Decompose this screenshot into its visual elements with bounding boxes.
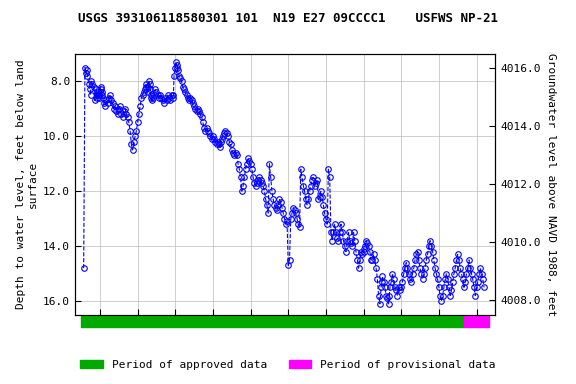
Text: USGS 393106118580301 101  N19 E27 09CCCC1    USFWS NP-21: USGS 393106118580301 101 N19 E27 09CCCC1… — [78, 12, 498, 25]
Y-axis label: Depth to water level, feet below land
surface: Depth to water level, feet below land su… — [16, 60, 37, 309]
Legend: Period of approved data, Period of provisional data: Period of approved data, Period of provi… — [76, 356, 500, 375]
Y-axis label: Groundwater level above NAVD 1988, feet: Groundwater level above NAVD 1988, feet — [546, 53, 556, 316]
